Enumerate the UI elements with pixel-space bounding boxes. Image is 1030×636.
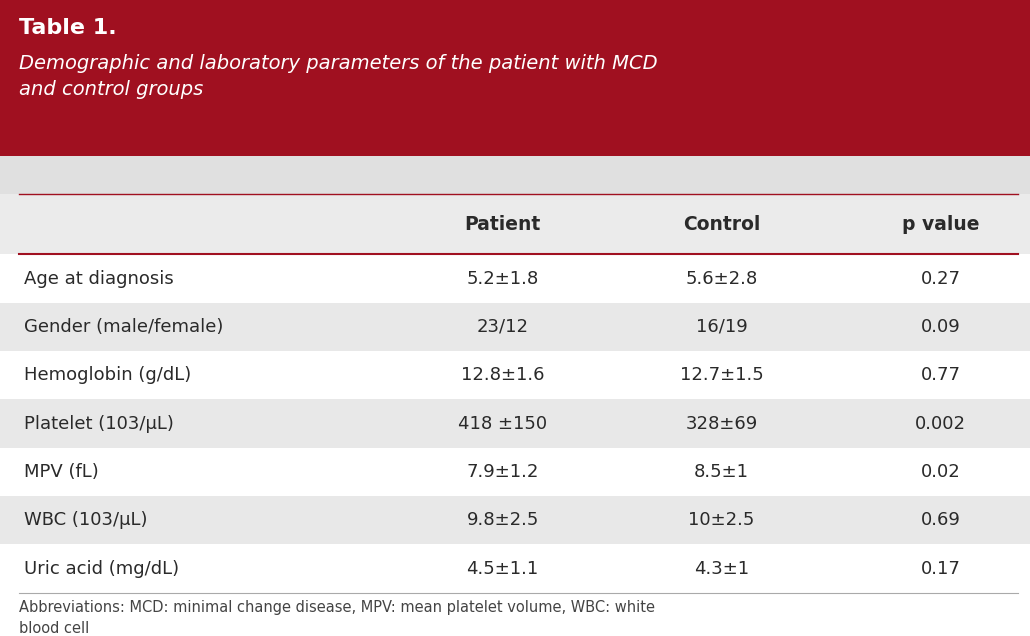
Text: Age at diagnosis: Age at diagnosis <box>24 270 173 287</box>
Text: Patient: Patient <box>465 215 541 233</box>
Text: Platelet (103/μL): Platelet (103/μL) <box>24 415 174 432</box>
Text: Hemoglobin (g/dL): Hemoglobin (g/dL) <box>24 366 191 384</box>
Bar <box>0 351 1030 399</box>
Text: 0.69: 0.69 <box>921 511 960 529</box>
Text: 4.5±1.1: 4.5±1.1 <box>467 560 539 577</box>
Text: 328±69: 328±69 <box>685 415 758 432</box>
Text: Gender (male/female): Gender (male/female) <box>24 318 224 336</box>
Text: 0.17: 0.17 <box>921 560 960 577</box>
Bar <box>0 448 1030 496</box>
Text: 8.5±1: 8.5±1 <box>694 463 749 481</box>
Text: 12.7±1.5: 12.7±1.5 <box>680 366 763 384</box>
Text: 4.3±1: 4.3±1 <box>694 560 749 577</box>
Bar <box>0 496 1030 544</box>
Text: 0.002: 0.002 <box>915 415 966 432</box>
Text: 0.09: 0.09 <box>921 318 960 336</box>
Text: 16/19: 16/19 <box>695 318 748 336</box>
Bar <box>0 0 1030 156</box>
Text: 418 ±150: 418 ±150 <box>458 415 547 432</box>
Text: 5.2±1.8: 5.2±1.8 <box>467 270 539 287</box>
Text: Uric acid (mg/dL): Uric acid (mg/dL) <box>24 560 179 577</box>
Bar <box>0 303 1030 351</box>
Bar <box>0 156 1030 194</box>
Text: 0.77: 0.77 <box>921 366 960 384</box>
Bar <box>0 399 1030 448</box>
Text: 23/12: 23/12 <box>477 318 528 336</box>
Bar <box>0 544 1030 593</box>
Text: MPV (fL): MPV (fL) <box>24 463 99 481</box>
Text: 9.8±2.5: 9.8±2.5 <box>467 511 539 529</box>
Text: 7.9±1.2: 7.9±1.2 <box>467 463 539 481</box>
Text: p value: p value <box>901 215 980 233</box>
Text: 0.27: 0.27 <box>921 270 960 287</box>
Text: WBC (103/μL): WBC (103/μL) <box>24 511 147 529</box>
Text: 12.8±1.6: 12.8±1.6 <box>460 366 545 384</box>
Text: Abbreviations: MCD: minimal change disease, MPV: mean platelet volume, WBC: whit: Abbreviations: MCD: minimal change disea… <box>19 600 654 636</box>
Bar <box>0 194 1030 254</box>
Bar <box>0 254 1030 303</box>
Text: 0.02: 0.02 <box>921 463 960 481</box>
Text: Demographic and laboratory parameters of the patient with MCD
and control groups: Demographic and laboratory parameters of… <box>19 54 657 99</box>
Text: Table 1.: Table 1. <box>19 18 116 38</box>
Text: 10±2.5: 10±2.5 <box>688 511 755 529</box>
Text: Control: Control <box>683 215 760 233</box>
Text: 5.6±2.8: 5.6±2.8 <box>685 270 758 287</box>
